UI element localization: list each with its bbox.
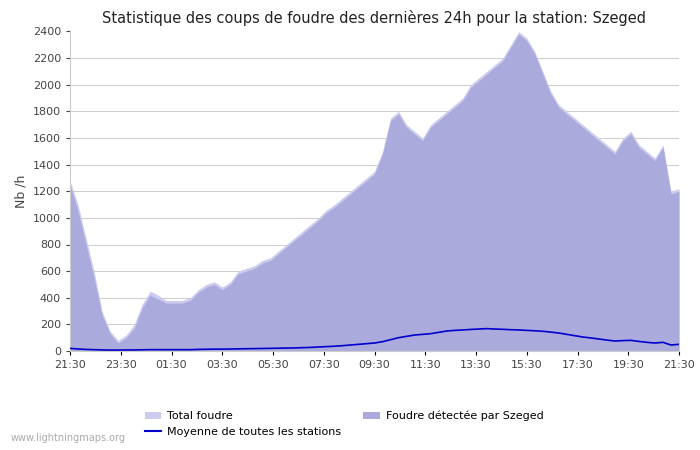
Text: www.lightningmaps.org: www.lightningmaps.org bbox=[10, 433, 125, 443]
Title: Statistique des coups de foudre des dernières 24h pour la station: Szeged: Statistique des coups de foudre des dern… bbox=[102, 10, 647, 26]
Legend: Total foudre, Moyenne de toutes les stations, Foudre détectée par Szeged: Total foudre, Moyenne de toutes les stat… bbox=[140, 406, 548, 441]
Y-axis label: Nb /h: Nb /h bbox=[14, 175, 27, 208]
